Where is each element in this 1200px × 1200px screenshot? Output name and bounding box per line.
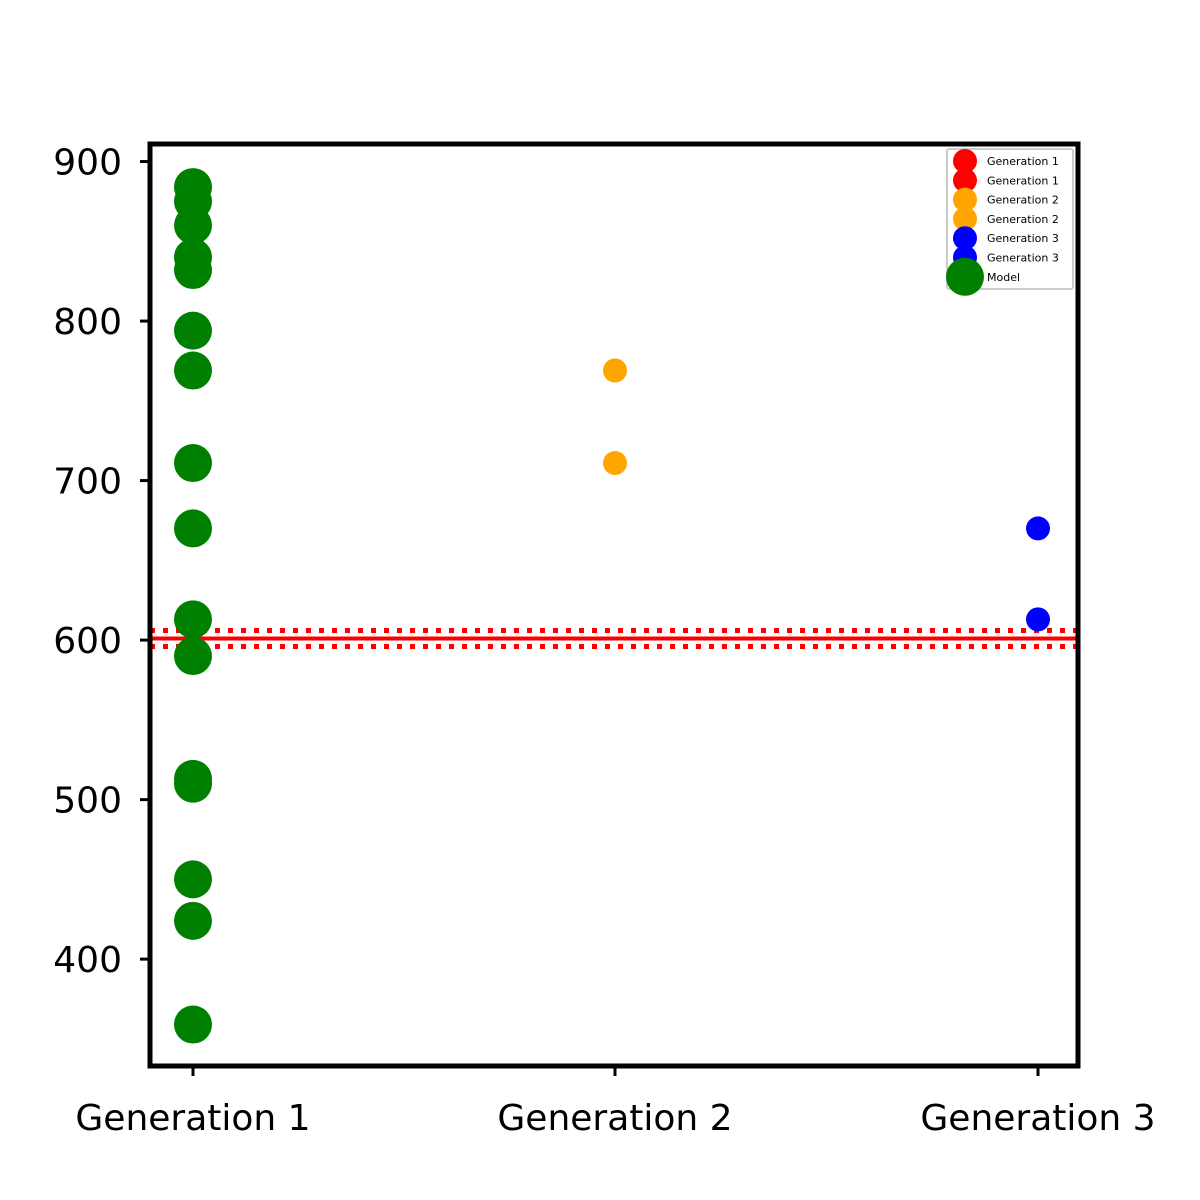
data-point-6-4 — [174, 251, 212, 290]
y-tick-label-0: 400 — [53, 940, 122, 981]
data-point-4-1 — [1026, 607, 1050, 632]
legend-marker-4 — [953, 226, 977, 251]
legend-marker-0 — [953, 149, 977, 173]
data-point-6-15 — [174, 1005, 212, 1044]
legend: Generation 1 Generation 1 Generation 2 Gene… — [946, 148, 1074, 296]
y-tick-label-4: 800 — [53, 302, 122, 343]
data-point-6-7 — [174, 444, 212, 483]
legend-marker-1 — [953, 168, 977, 193]
x-tick-label-2: Generation 3 — [920, 1098, 1155, 1139]
legend-box — [946, 148, 1074, 290]
y-tick-label-2: 600 — [53, 621, 122, 662]
data-point-2-0 — [603, 358, 627, 383]
legend-label-1: Generation 1 — [987, 174, 1059, 187]
data-point-6-10 — [174, 637, 212, 676]
data-point-6-14 — [174, 901, 212, 940]
data-point-6-6 — [174, 351, 212, 390]
legend-marker-6 — [946, 257, 984, 296]
plot-area — [150, 168, 1078, 1044]
legend-marker-3 — [953, 206, 977, 231]
data-point-2-1 — [603, 451, 627, 476]
legend-label-2: Generation 2 — [987, 194, 1059, 207]
legend-label-3: Generation 2 — [987, 213, 1059, 226]
data-point-6-2 — [174, 206, 212, 245]
y-tick-label-1: 500 — [53, 781, 122, 822]
legend-marker-2 — [953, 187, 977, 212]
data-point-6-12 — [174, 764, 212, 803]
data-point-6-9 — [174, 600, 212, 639]
x-tick-label-0: Generation 1 — [75, 1098, 310, 1139]
legend-label-6: Model — [987, 271, 1020, 284]
y-tick-label-5: 900 — [53, 143, 122, 184]
data-point-6-5 — [174, 311, 212, 350]
data-point-6-8 — [174, 509, 212, 548]
data-point-4-0 — [1026, 516, 1050, 541]
y-tick-label-3: 700 — [53, 462, 122, 503]
legend-label-4: Generation 3 — [987, 232, 1059, 245]
x-tick-label-1: Generation 2 — [497, 1098, 732, 1139]
legend-label-0: Generation 1 — [987, 155, 1059, 168]
data-point-6-13 — [174, 860, 212, 899]
legend-label-5: Generation 3 — [987, 252, 1059, 265]
